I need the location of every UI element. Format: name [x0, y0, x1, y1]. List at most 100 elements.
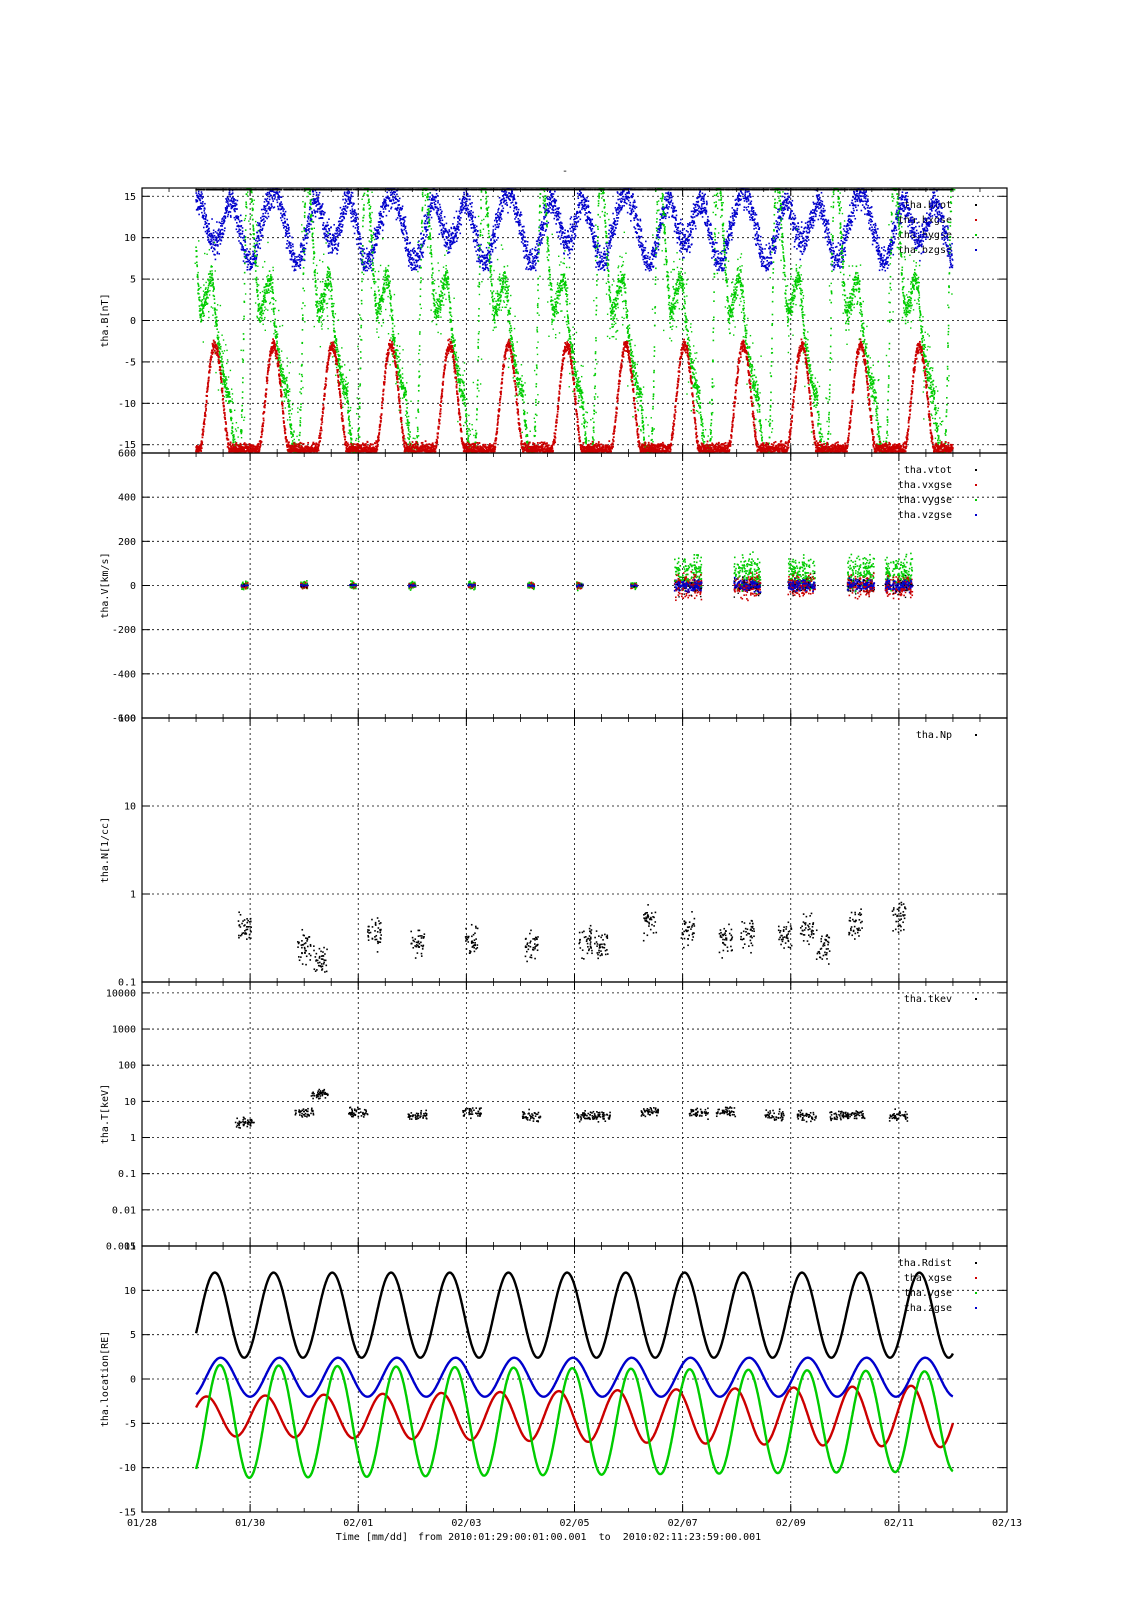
legend-entry: tha.Rdist [898, 1258, 952, 1269]
y-tick-label: 100 [118, 714, 136, 725]
data-point [236, 208, 238, 210]
data-point [757, 223, 759, 225]
data-point [573, 216, 575, 218]
data-point [354, 233, 356, 235]
data-point [736, 213, 738, 215]
data-point [570, 216, 572, 218]
data-point [483, 270, 485, 272]
data-point [204, 208, 206, 210]
data-point [654, 242, 656, 244]
data-point [526, 267, 528, 269]
data-point [534, 260, 536, 262]
data-point [485, 267, 487, 269]
series-line-tha-Rdist [196, 1273, 953, 1358]
data-point [486, 264, 488, 266]
data-point [464, 212, 466, 214]
data-point [771, 257, 773, 259]
data-point [418, 260, 420, 262]
data-point [318, 200, 320, 202]
data-point [267, 213, 269, 215]
data-point [833, 251, 835, 253]
data-point [767, 269, 769, 271]
data-point [652, 249, 654, 251]
data-point [571, 237, 573, 239]
data-point [633, 226, 635, 228]
data-point [820, 200, 822, 202]
data-point [476, 245, 478, 247]
data-point [274, 194, 276, 196]
x-tick-label: 02/03 [451, 1518, 481, 1529]
data-point [444, 216, 446, 218]
data-point [804, 231, 806, 233]
legend: tha.vtottha.vxgsetha.vygsetha.vzgse [898, 465, 977, 521]
data-point [792, 200, 794, 202]
data-point [212, 251, 214, 253]
y-tick-label: 10 [124, 1097, 136, 1108]
data-point [585, 204, 587, 206]
data-point [388, 205, 390, 207]
legend-marker [975, 249, 977, 251]
data-point [210, 243, 212, 245]
data-point [760, 261, 762, 263]
data-point [745, 191, 747, 193]
data-point [813, 216, 815, 218]
data-point [610, 242, 612, 244]
data-point [603, 247, 605, 249]
data-point [636, 232, 638, 234]
data-point [829, 239, 831, 241]
data-point [263, 209, 265, 211]
data-point [545, 229, 547, 231]
data-point [333, 236, 335, 238]
data-point [380, 213, 382, 215]
data-point [282, 216, 284, 218]
data-point [527, 259, 529, 261]
data-point [799, 236, 801, 238]
data-point [350, 198, 352, 200]
data-point [766, 244, 768, 246]
data-point [197, 209, 199, 211]
data-point [574, 233, 576, 235]
data-point [430, 210, 432, 212]
data-point [500, 213, 502, 215]
data-point [691, 243, 693, 245]
data-point [285, 211, 287, 213]
data-point [257, 225, 259, 227]
data-point [269, 209, 271, 211]
data-point [775, 227, 777, 229]
data-point [246, 248, 248, 250]
data-point [712, 241, 714, 243]
data-point [709, 232, 711, 234]
data-point [449, 241, 451, 243]
data-point [292, 266, 294, 268]
data-point [827, 244, 829, 246]
data-point [306, 225, 308, 227]
data-point [714, 264, 716, 266]
data-point [563, 253, 565, 255]
data-point [203, 205, 205, 207]
data-point [495, 247, 497, 249]
data-point [492, 251, 494, 253]
data-point [435, 200, 437, 202]
data-point [835, 255, 837, 257]
data-point [827, 221, 829, 223]
data-point [444, 239, 446, 241]
data-point [295, 265, 297, 267]
data-point [644, 249, 646, 251]
data-point [305, 231, 307, 233]
data-point [366, 270, 368, 272]
data-point [586, 220, 588, 222]
data-point [806, 245, 808, 247]
data-point [292, 246, 294, 248]
data-point [344, 202, 346, 204]
data-point [211, 233, 213, 235]
data-point [784, 208, 786, 210]
data-point [209, 233, 211, 235]
data-point [728, 221, 730, 223]
data-point [414, 264, 416, 266]
data-point [785, 193, 787, 195]
data-point [262, 213, 264, 215]
data-point [314, 212, 316, 214]
data-point [670, 195, 672, 197]
data-point [405, 227, 407, 229]
data-point [344, 208, 346, 210]
